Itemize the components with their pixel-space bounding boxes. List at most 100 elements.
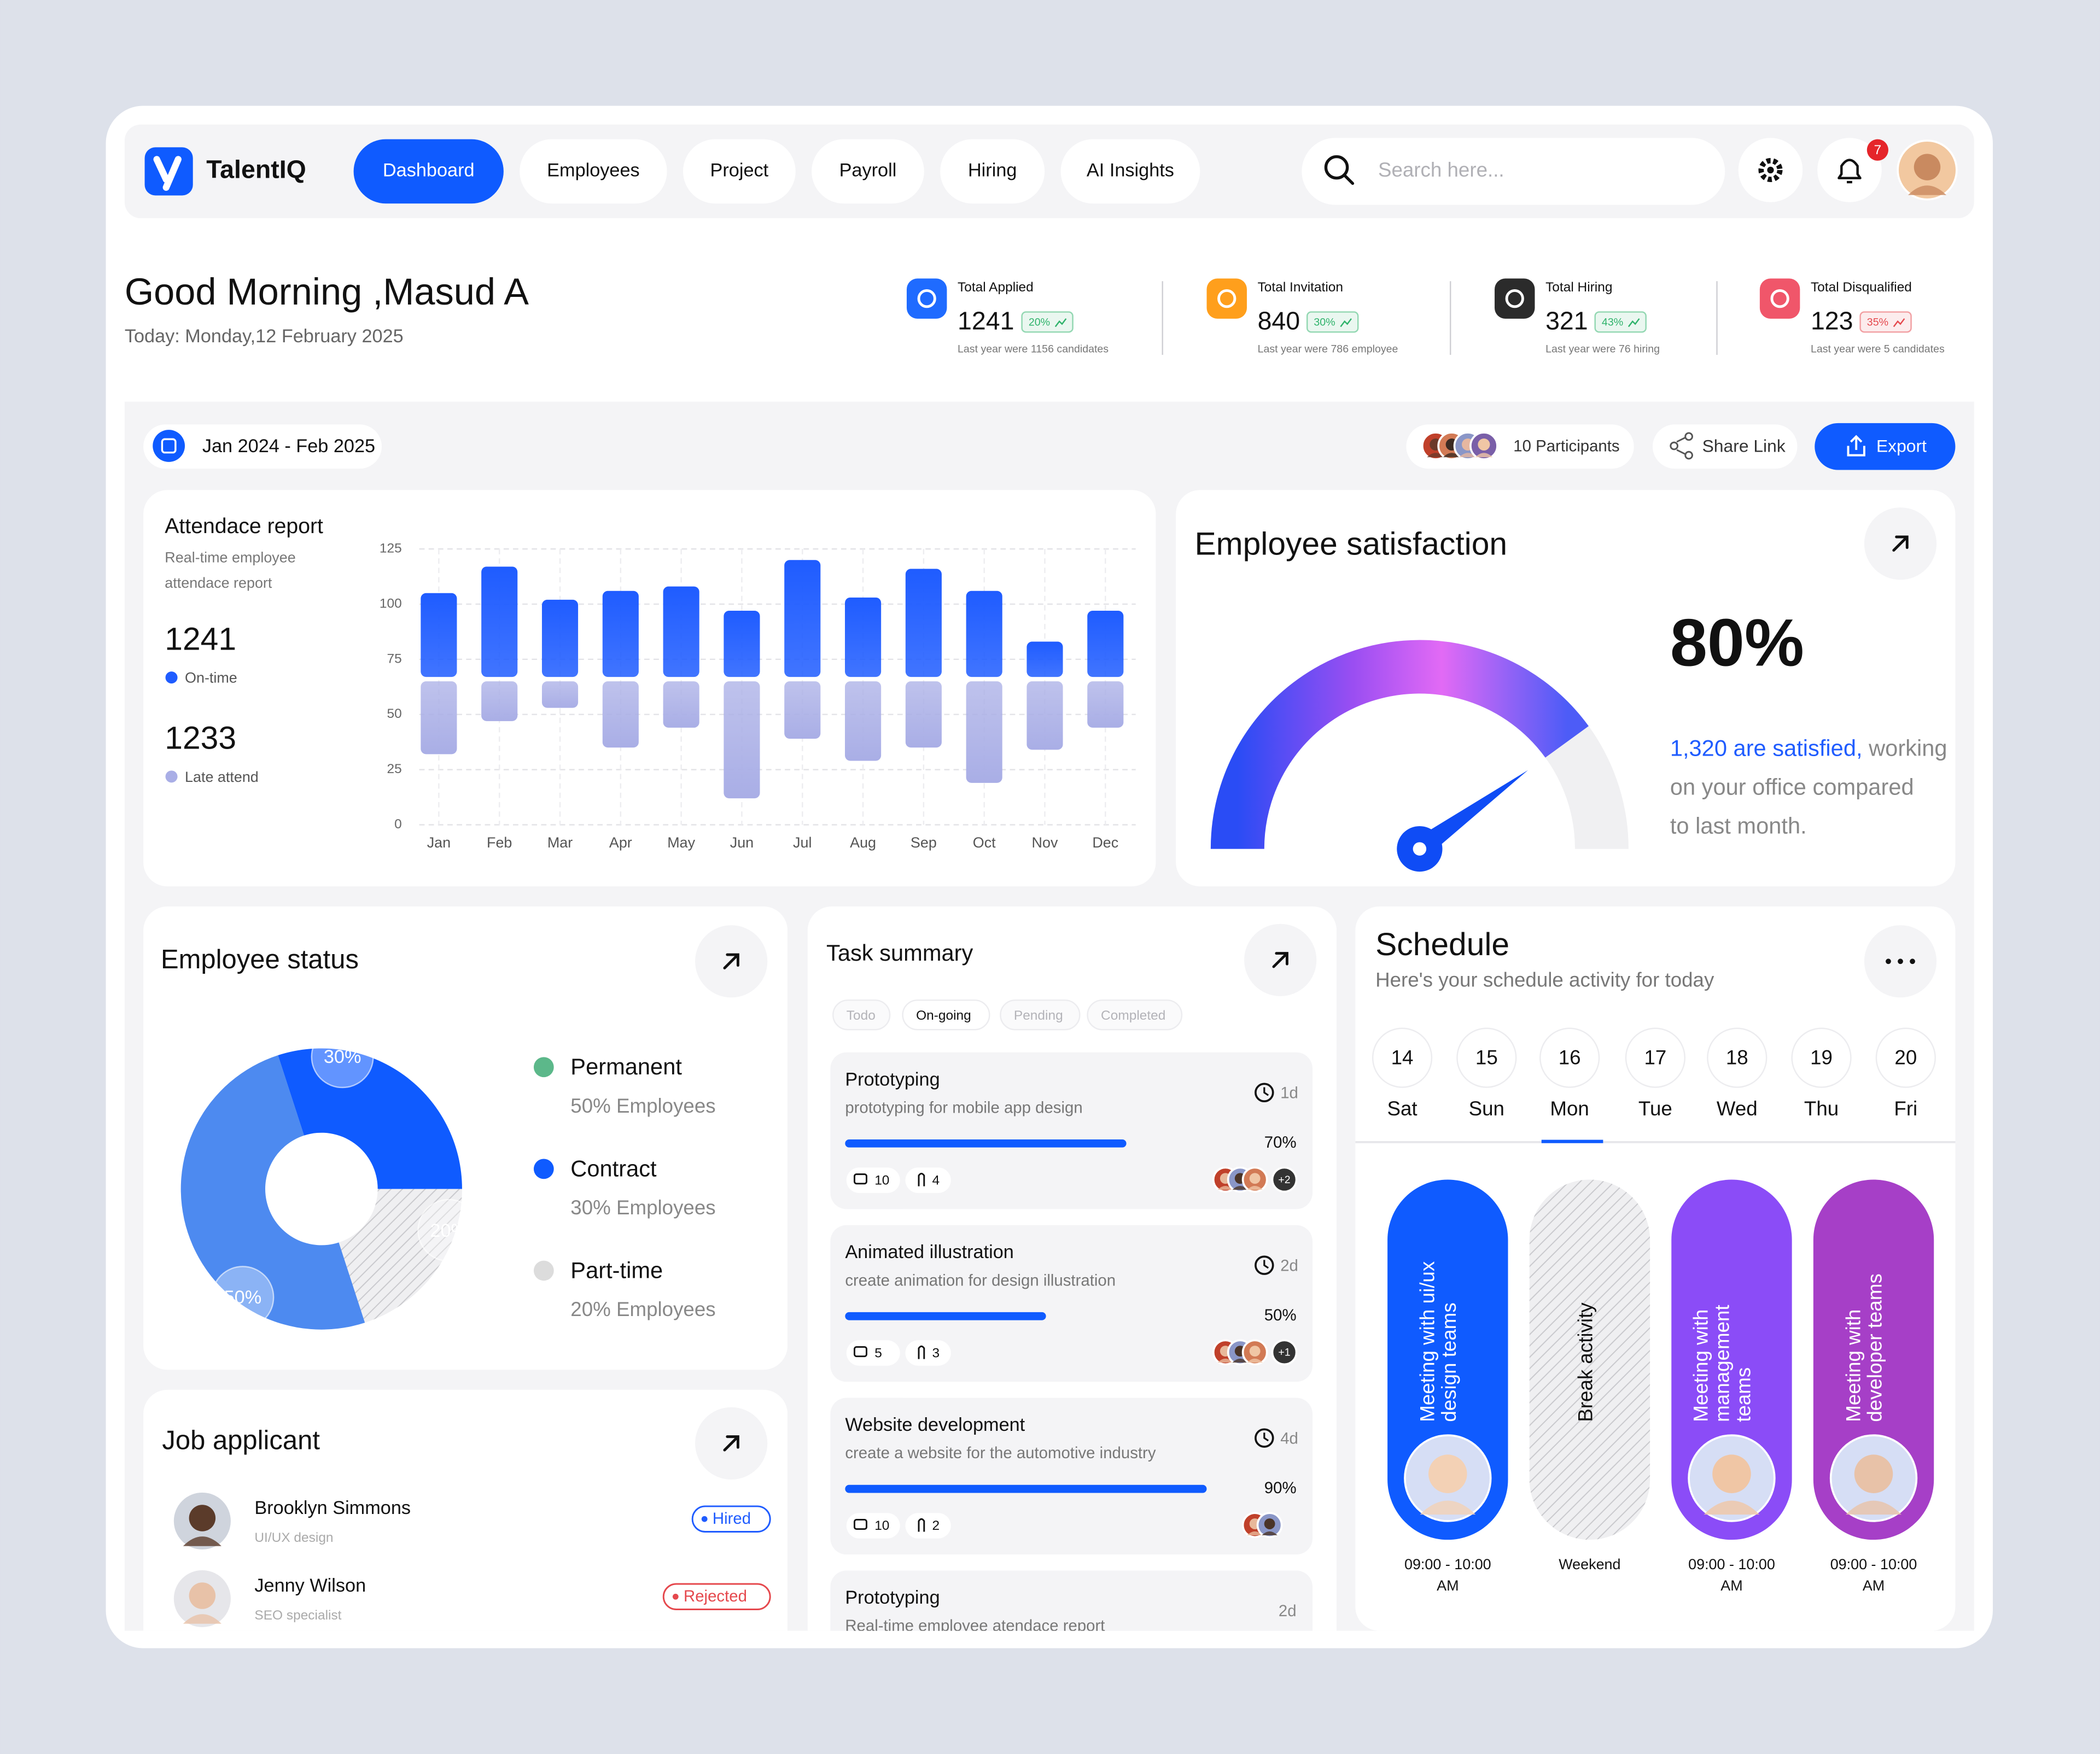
satisfied-text: on your office compared <box>1670 774 1914 799</box>
avatar-body <box>1247 1358 1263 1363</box>
day-chip[interactable] <box>1456 1027 1517 1088</box>
nav-tab[interactable] <box>353 139 504 204</box>
event-time: 09:00 - 10:00 <box>1404 1556 1491 1572</box>
more-avatars <box>1271 1166 1298 1193</box>
task-tab[interactable] <box>902 999 990 1031</box>
x-tick-label: Oct <box>973 834 996 851</box>
day-name: Tue <box>1638 1097 1672 1120</box>
stat-icon <box>1495 278 1535 319</box>
nav-tab[interactable] <box>520 139 667 204</box>
trend-icon <box>1628 318 1640 328</box>
search-placeholder: Search here... <box>1378 159 1504 181</box>
nav-tab[interactable] <box>812 139 924 204</box>
avatar-face <box>189 1505 216 1531</box>
bar <box>421 681 457 755</box>
event-label: Meeting with <box>1689 1309 1712 1422</box>
avatar-body <box>1908 185 1947 195</box>
trend-icon <box>1054 318 1067 328</box>
comment-count: 10 <box>874 1173 889 1188</box>
x-tick-label: Jan <box>427 834 451 851</box>
task-tab-label: On-going <box>916 1008 971 1023</box>
pie-value-label: 30% <box>324 1046 361 1067</box>
status-badge <box>691 1505 771 1533</box>
stat-note: Last year were 76 hiring <box>1545 343 1660 355</box>
day-number: 14 <box>1391 1046 1414 1069</box>
avatar-body <box>1247 1186 1263 1190</box>
card <box>143 490 1156 887</box>
comment-count: 10 <box>874 1518 889 1533</box>
nav-tab[interactable] <box>1060 139 1200 204</box>
task-due: 2d <box>1280 1256 1298 1274</box>
y-tick-label: 100 <box>380 596 402 611</box>
day-name: Sat <box>1387 1097 1417 1120</box>
file-chip <box>905 1167 951 1193</box>
more-count: +2 <box>1278 1174 1290 1186</box>
event-pill[interactable] <box>1529 1179 1650 1540</box>
comment-count: 5 <box>874 1346 882 1360</box>
applicant-name: Jenny Wilson <box>254 1575 366 1596</box>
stat-badge <box>1859 311 1912 333</box>
clock-icon <box>1255 1255 1274 1275</box>
comment-icon <box>853 1518 867 1530</box>
chart-title: Attendace report <box>165 514 323 538</box>
gauge-needle <box>1413 770 1529 858</box>
stat-icon-glyph <box>1770 289 1789 308</box>
stat-label: Total Disqualified <box>1811 280 1912 295</box>
status-dot <box>672 1593 679 1600</box>
avatar-face <box>1264 1518 1275 1529</box>
legend-label: Contract <box>570 1155 657 1181</box>
status-label: Hired <box>713 1510 751 1528</box>
stat-icon <box>906 278 947 319</box>
bar <box>845 681 882 761</box>
event-label: Meeting with <box>1842 1309 1864 1422</box>
brand: TalentIQ <box>206 155 306 184</box>
legend-label: Late attend <box>185 769 259 785</box>
avatar-body <box>183 1614 221 1624</box>
greeting-title: Good Morning ,Masud A <box>125 271 529 313</box>
day-chip[interactable] <box>1372 1027 1433 1088</box>
card <box>1176 490 1956 887</box>
day-chip[interactable] <box>1625 1027 1685 1088</box>
task-tab[interactable] <box>1000 999 1081 1031</box>
avatar-face <box>1854 1454 1893 1493</box>
stat-icon-glyph <box>917 289 936 308</box>
nav-tab-label: Employees <box>547 160 640 181</box>
task-progress <box>845 1139 1127 1148</box>
trend-icon <box>1340 318 1352 328</box>
x-tick-label: Nov <box>1032 834 1058 851</box>
task-tab[interactable] <box>832 999 891 1031</box>
export-button[interactable] <box>1815 423 1956 470</box>
share-label: Share Link <box>1702 436 1786 455</box>
stat-note: Last year were 786 employee <box>1258 343 1398 355</box>
day-chip[interactable] <box>1791 1027 1852 1088</box>
notification-button[interactable] <box>1817 138 1882 202</box>
day-chip[interactable] <box>1875 1027 1936 1088</box>
calendar-icon <box>153 430 185 462</box>
stat-badge <box>1594 311 1647 333</box>
y-tick-label: 125 <box>380 541 402 556</box>
status-label: Rejected <box>684 1587 747 1605</box>
day-number: 15 <box>1475 1046 1498 1069</box>
nav-tab[interactable] <box>683 139 796 204</box>
nav-tab[interactable] <box>940 139 1045 204</box>
stat-label: Total Hiring <box>1545 280 1612 295</box>
task-tab[interactable] <box>1087 999 1183 1031</box>
avatar-face <box>1478 438 1490 451</box>
task-progress <box>845 1312 1046 1320</box>
event-time: 09:00 - 10:00 <box>1830 1556 1917 1572</box>
stat-badge <box>1306 311 1359 333</box>
stat-value: 321 <box>1545 306 1588 335</box>
search-box[interactable] <box>1302 138 1725 205</box>
content: TalentIQ Dashboard Employees Project Payroll… <box>125 138 1958 1631</box>
stat-change: 43% <box>1602 316 1623 328</box>
task-tab-label: Completed <box>1101 1008 1165 1023</box>
applicant-name: Brooklyn Simmons <box>254 1498 411 1518</box>
bar <box>724 611 760 677</box>
gauge-value-label: 80% <box>1670 605 1804 680</box>
bar <box>724 681 760 799</box>
date-range[interactable] <box>143 424 382 469</box>
event-label: design teams <box>1438 1302 1460 1422</box>
day-chip[interactable] <box>1707 1027 1768 1088</box>
stat-label: Total Applied <box>958 280 1034 295</box>
day-chip[interactable] <box>1539 1027 1600 1088</box>
